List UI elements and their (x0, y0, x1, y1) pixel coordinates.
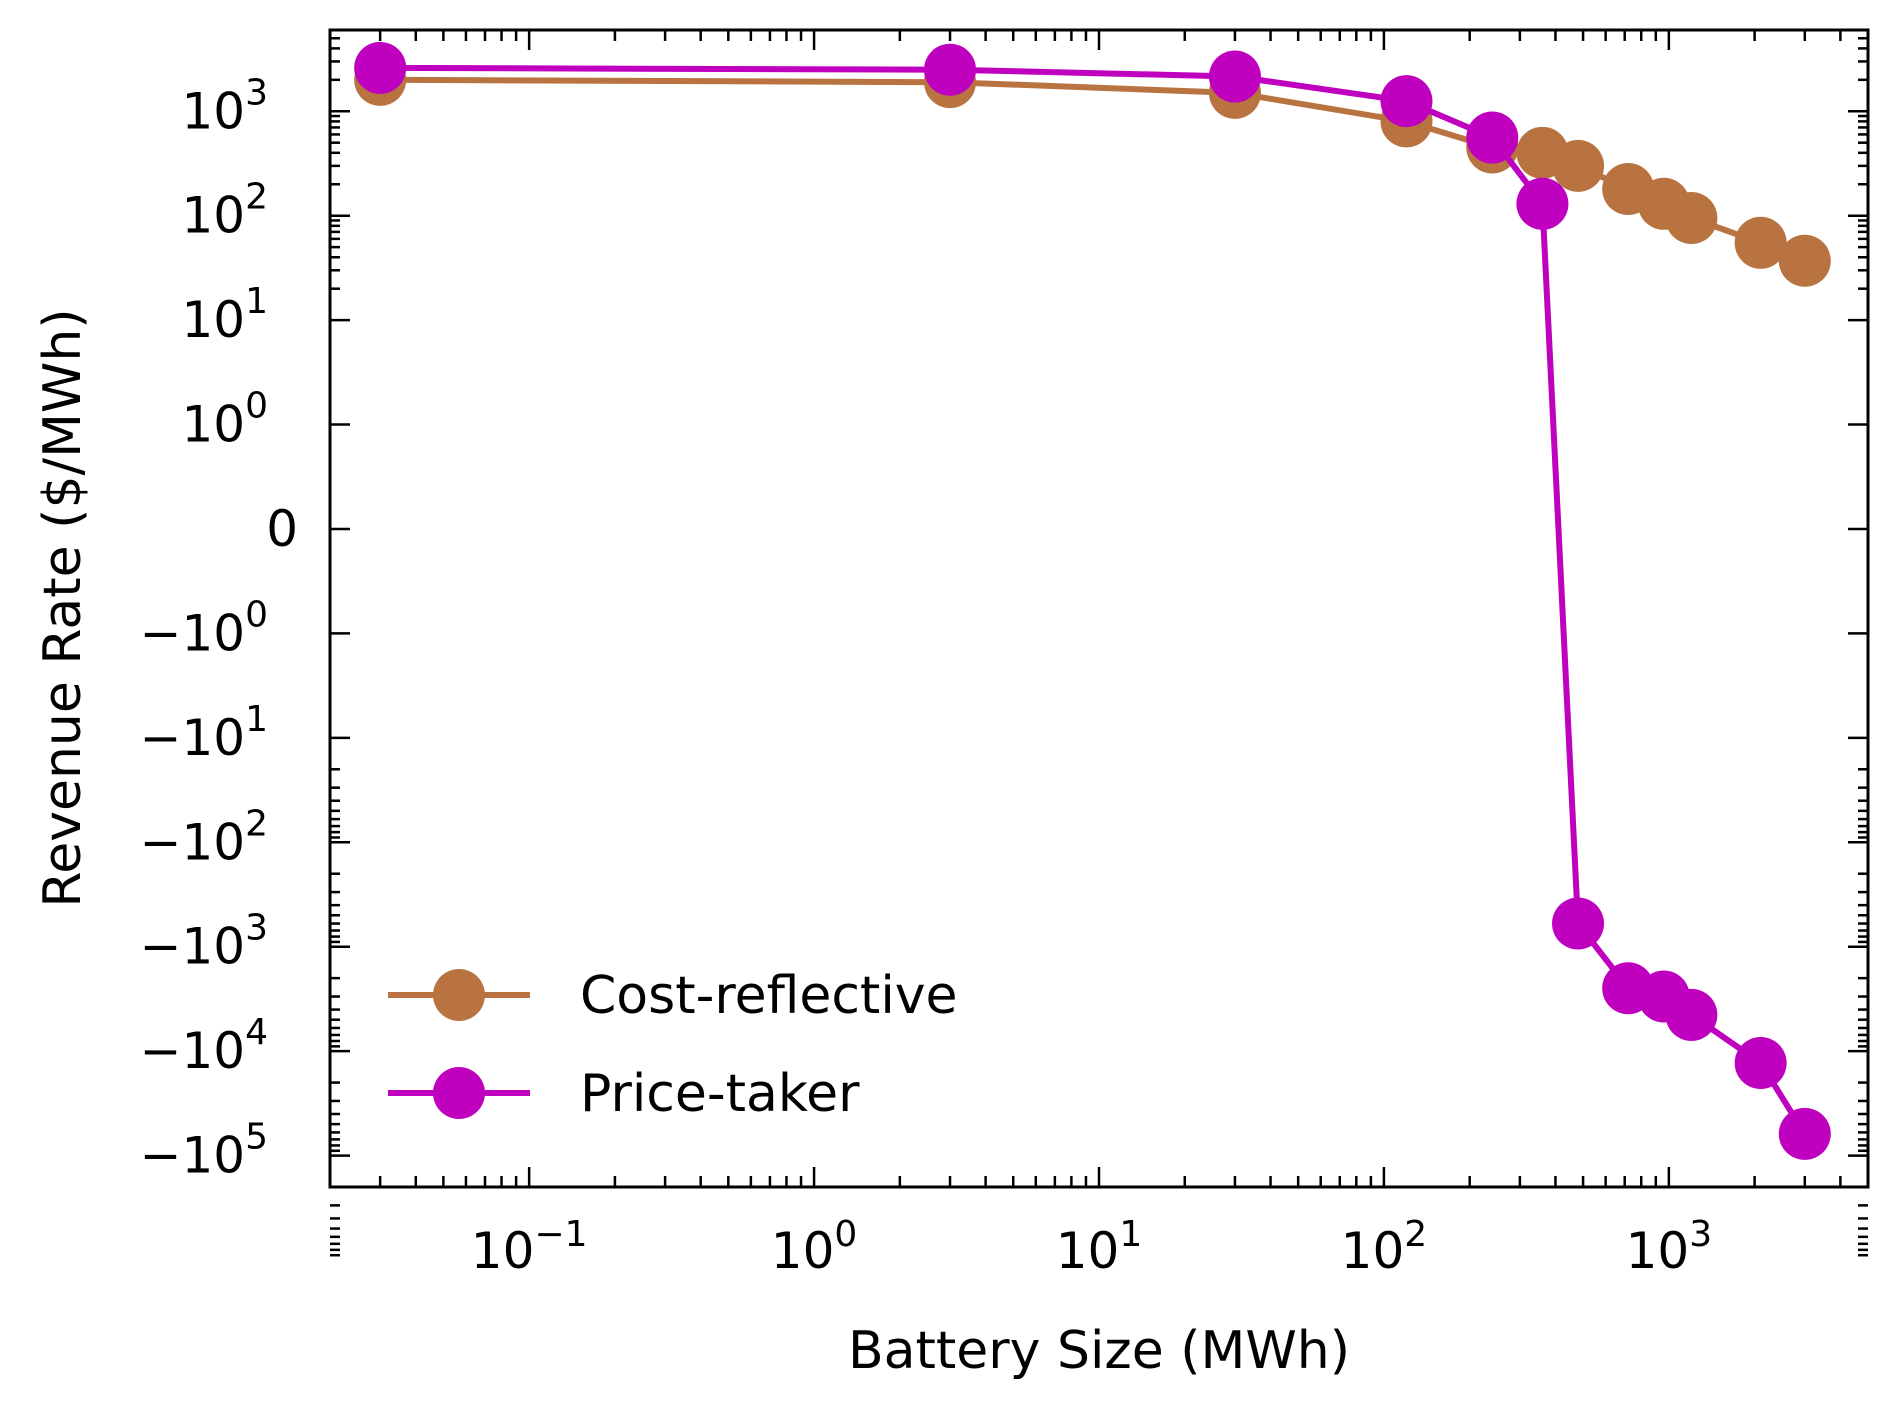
x-axis-label: Battery Size (MWh) (848, 1321, 1350, 1381)
data-point-cost-reflective (1734, 216, 1787, 269)
data-point-price-taker (1380, 75, 1433, 128)
data-point-price-taker (1466, 111, 1519, 164)
data-point-cost-reflective (1778, 234, 1831, 287)
data-point-price-taker (1208, 50, 1261, 103)
y-tick-label: 103 (181, 72, 268, 140)
y-tick-label: −101 (140, 699, 268, 767)
data-point-cost-reflective (1552, 139, 1605, 192)
data-series (354, 41, 1831, 1160)
x-tick-label: 102 (1341, 1214, 1428, 1280)
legend-marker-cost-reflective (433, 969, 485, 1021)
data-point-price-taker (924, 43, 977, 96)
legend: Cost-reflective Price-taker (388, 966, 958, 1124)
data-point-price-taker (354, 41, 407, 94)
y-tick-label: −100 (140, 594, 268, 662)
plot-frame (328, 28, 1870, 1189)
y-tick-label: 101 (181, 281, 268, 349)
legend-label-cost-reflective: Cost-reflective (580, 966, 958, 1026)
data-point-price-taker (1516, 177, 1569, 230)
y-tick-label: 0 (266, 500, 298, 558)
data-point-price-taker (1665, 988, 1718, 1041)
y-tick-label: −104 (140, 1012, 268, 1080)
x-tick-label: 10−1 (471, 1214, 588, 1280)
data-point-price-taker (1734, 1037, 1787, 1090)
data-point-price-taker (1552, 897, 1605, 950)
legend-label-price-taker: Price-taker (580, 1064, 860, 1124)
x-tick-label: 101 (1056, 1214, 1143, 1280)
tick-labels: 10−1 100 101 102 103 103 102 101 100 0 −100 −101 −10… (140, 72, 1713, 1280)
legend-item-price-taker: Price-taker (388, 1064, 860, 1124)
legend-marker-price-taker (433, 1067, 485, 1119)
axis-ticks (328, 28, 1870, 1257)
y-tick-label: −103 (140, 908, 268, 976)
data-point-cost-reflective (1665, 192, 1718, 245)
legend-item-cost-reflective: Cost-reflective (388, 966, 958, 1026)
y-tick-label: −105 (140, 1117, 268, 1185)
x-tick-label: 100 (771, 1214, 858, 1280)
y-axis-label: Revenue Rate ($/MWh) (33, 308, 93, 907)
y-tick-label: 100 (181, 386, 268, 454)
y-tick-label: 102 (181, 177, 268, 245)
data-point-price-taker (1778, 1107, 1831, 1160)
y-tick-label: −102 (140, 803, 268, 871)
series-price-taker (354, 41, 1831, 1160)
x-tick-label: 103 (1626, 1214, 1713, 1280)
